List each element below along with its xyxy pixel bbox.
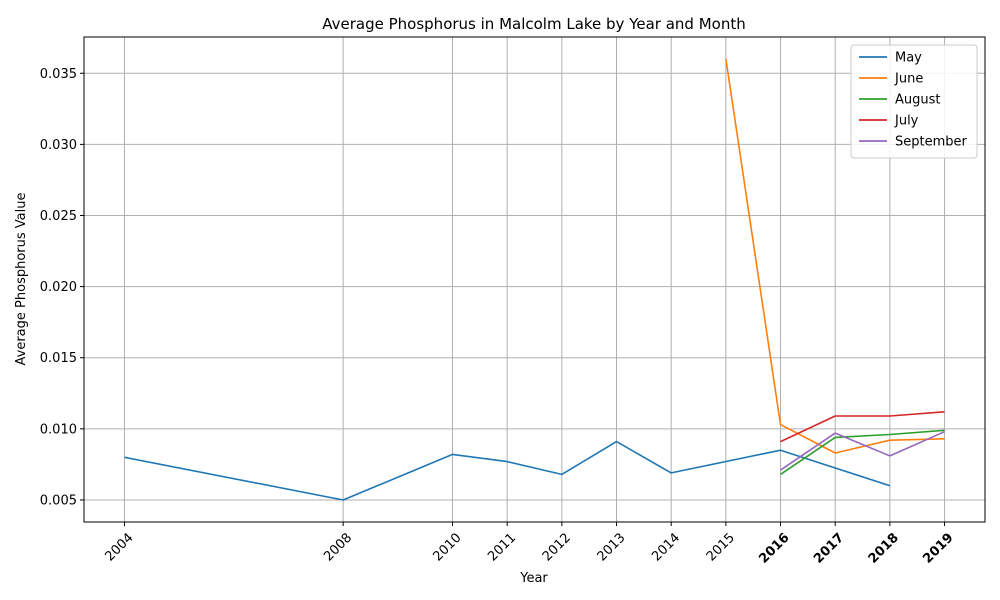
series-line-july [780,411,945,443]
y-tick-label: 0.020 [40,280,77,295]
legend-label: September [895,135,968,150]
x-axis-label: Year [519,571,548,586]
legend-label: July [894,114,919,129]
y-tick-label: 0.005 [40,493,77,508]
series-line-september [780,430,945,471]
series-line-june [725,58,945,454]
y-tick-label: 0.015 [40,351,77,366]
series-line-august [780,429,945,476]
legend-label: June [894,72,923,87]
y-tick-label: 0.030 [40,138,77,153]
series-line-may [124,440,891,501]
series-lines [124,58,945,501]
plot-frame [83,36,986,523]
y-tick-label: 0.035 [40,67,77,82]
legend: May June August July September [850,44,978,159]
chart-title: Average Phosphorus in Malcolm Lake by Ye… [322,15,745,33]
y-axis-label: Average Phosphorus Value [14,193,29,366]
y-axis-ticks: 0.005 0.010 0.015 0.020 0.025 0.030 0.035 [40,67,84,508]
legend-box [850,44,978,159]
legend-label: August [895,93,941,108]
y-tick-label: 0.025 [40,209,77,224]
y-tick-label: 0.010 [40,422,77,437]
legend-label: May [895,51,922,66]
